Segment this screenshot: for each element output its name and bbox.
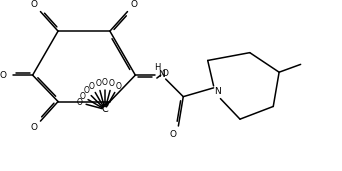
Text: O: O — [115, 82, 121, 91]
Text: O: O — [131, 0, 138, 9]
Text: O: O — [0, 71, 6, 80]
Text: O: O — [30, 0, 37, 9]
Text: O: O — [170, 130, 177, 139]
Text: N: N — [214, 87, 221, 96]
Text: O: O — [95, 79, 101, 88]
Text: H: H — [154, 63, 160, 72]
Text: C: C — [102, 104, 108, 114]
Text: O: O — [109, 79, 115, 88]
Text: N: N — [158, 70, 165, 79]
Text: O: O — [83, 86, 89, 95]
Text: O: O — [102, 78, 108, 87]
Text: O: O — [30, 123, 37, 133]
Text: O: O — [89, 82, 95, 91]
Text: O: O — [77, 98, 82, 107]
Text: O: O — [162, 69, 169, 78]
Text: O: O — [79, 92, 85, 101]
